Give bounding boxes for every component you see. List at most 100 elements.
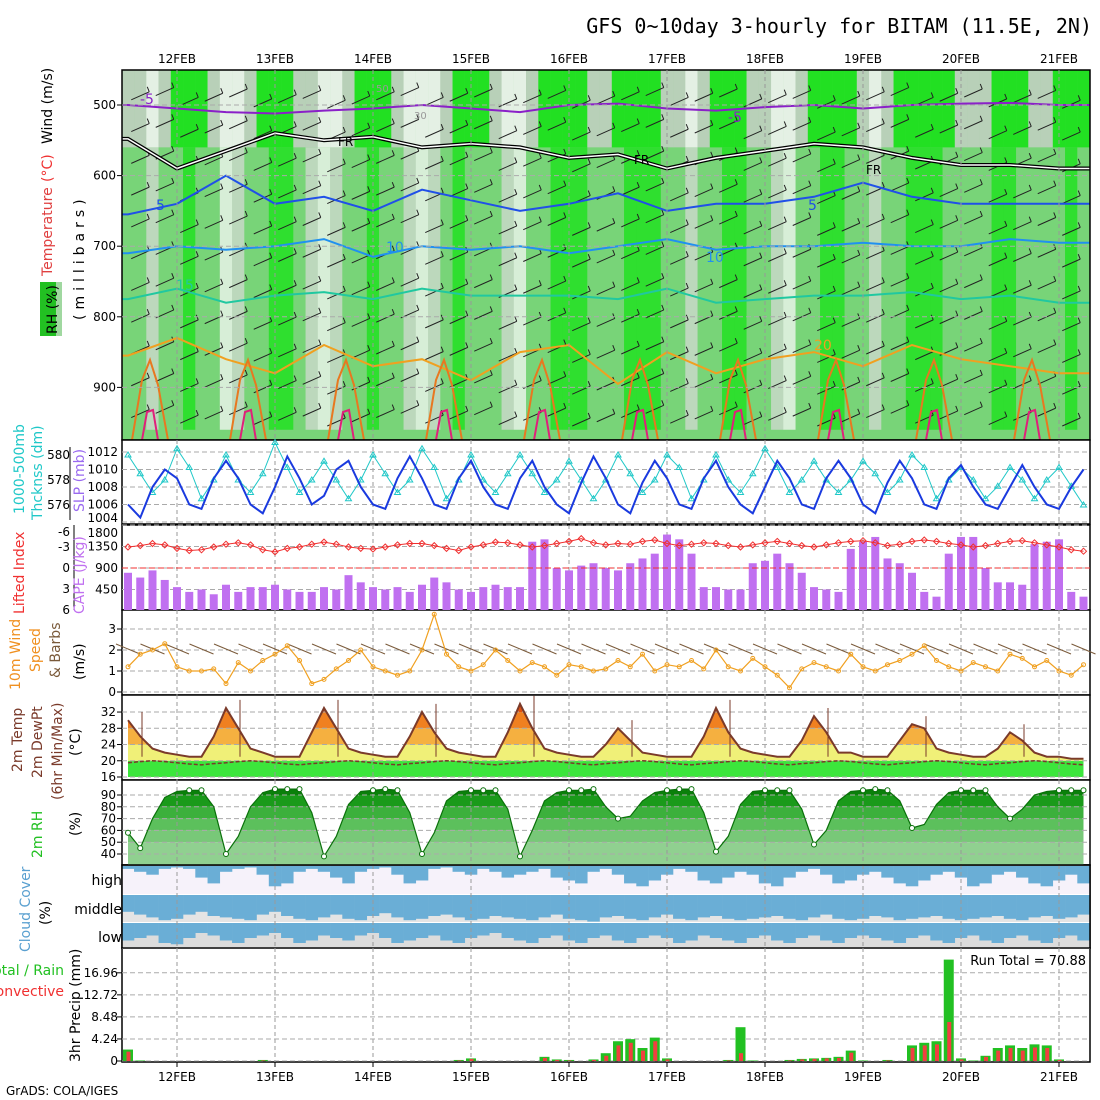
- wind-barb-flag: [832, 253, 836, 260]
- y-tick-label: 1: [108, 664, 116, 678]
- wind-barb-flag: [930, 219, 934, 225]
- cloud-bar: [440, 866, 453, 868]
- wind-barb: [253, 161, 272, 171]
- thickness-marker: [687, 494, 696, 502]
- wind-marker: [248, 668, 253, 674]
- date-label-bottom: 14FEB: [354, 1070, 392, 1084]
- wind-barb-flag: [489, 83, 493, 90]
- li-tick-label: -6: [58, 525, 70, 539]
- wind-barb-flag: [1053, 339, 1057, 345]
- thickness-marker: [993, 482, 1002, 489]
- wind-barb-flag: [636, 309, 640, 315]
- wind-barb-flag: [710, 183, 714, 189]
- li-marker: [969, 543, 977, 551]
- wind-marker: [321, 676, 327, 682]
- thickness-marker: [1079, 501, 1088, 508]
- wind-barb-flag: [318, 116, 322, 123]
- wind-barb-flag: [293, 407, 297, 413]
- wind-barb-flag: [734, 306, 738, 312]
- cape-bar: [748, 563, 757, 610]
- wind-barb: [204, 219, 223, 229]
- wind-barb-flag: [955, 215, 959, 221]
- wind-barb: [596, 381, 615, 391]
- wind-barb-flag: [906, 273, 910, 279]
- wind-barb-flag: [440, 282, 444, 289]
- wind-barb-flag: [367, 90, 371, 97]
- cloud-bar: [893, 895, 907, 921]
- precip-convective-bar: [849, 1052, 854, 1061]
- wind-barb: [572, 417, 591, 427]
- wind-barb-flag: [318, 307, 322, 313]
- wind-barb-flag: [563, 371, 567, 377]
- wind-barb: [376, 218, 395, 228]
- y-tick-label: 28: [101, 721, 116, 735]
- li-marker: [357, 544, 365, 553]
- cape-bar: [577, 565, 586, 610]
- precip-convective-bar: [996, 1050, 1001, 1061]
- rh-upper-column: [158, 70, 171, 148]
- isotherm-30: [337, 408, 355, 440]
- cloud-bar: [930, 895, 943, 916]
- wind-barb: [948, 643, 974, 655]
- wind-barb: [572, 322, 591, 332]
- wind-barb-flag: [734, 274, 738, 280]
- wind-barb-flag: [171, 82, 175, 88]
- wind-barb: [376, 154, 395, 164]
- cape-bar: [601, 568, 610, 610]
- rh-marker: [713, 848, 719, 855]
- wind-barb: [278, 284, 297, 294]
- precip-convective-bar: [665, 1059, 670, 1061]
- cloud-bar: [342, 895, 355, 919]
- rh-marker: [884, 787, 891, 794]
- rh-marker: [762, 787, 768, 794]
- thickness-marker: [381, 469, 390, 477]
- wind-barb: [792, 153, 811, 163]
- thickness-marker: [1018, 476, 1027, 483]
- wind-barb-flag: [759, 284, 763, 290]
- rh-marker: [1068, 787, 1075, 794]
- rh-column: [330, 147, 343, 430]
- wind-barb-flag: [416, 368, 420, 374]
- rh-column: [526, 147, 539, 430]
- wind-barb: [964, 183, 983, 193]
- wind-barb: [204, 410, 223, 420]
- wind-marker: [640, 651, 645, 657]
- dewpoint-line: [127, 760, 1084, 766]
- li-marker: [516, 541, 524, 549]
- rh-column: [991, 147, 1004, 430]
- wind-barb-flag: [906, 304, 910, 311]
- cloud-bar: [1028, 866, 1041, 884]
- precip-total-bar: [135, 1060, 146, 1061]
- wind-barb-flag: [1077, 412, 1081, 419]
- wind-barb: [924, 643, 949, 655]
- cloud-bar: [219, 923, 233, 941]
- precip-convective-bar: [641, 1050, 645, 1061]
- wind-barb-flag: [367, 281, 371, 287]
- isotherm-label: 10: [706, 250, 724, 266]
- rh-column: [550, 147, 563, 430]
- wind-barb-flag: [563, 212, 567, 218]
- cape-bar: [663, 534, 671, 610]
- wind-barb-flag: [906, 368, 910, 374]
- wind-barb-flag: [489, 179, 493, 185]
- wind-barb-flag: [318, 339, 322, 345]
- wind-barb-flag: [293, 121, 297, 127]
- wind-barb: [1013, 316, 1032, 326]
- cloud-bar: [771, 866, 784, 887]
- wind-barb: [253, 130, 272, 140]
- wind-barb: [204, 251, 223, 261]
- date-label-bottom: 18FEB: [746, 1070, 784, 1084]
- cloud-row-middle: middle: [74, 902, 122, 918]
- rh-upper-column: [501, 70, 514, 148]
- wind-barb-flag: [269, 93, 273, 100]
- wind-barb: [939, 188, 958, 198]
- cloud-bar: [232, 923, 245, 943]
- wind-barb: [523, 125, 542, 135]
- cloud-bar: [648, 866, 662, 881]
- wind-barb: [278, 189, 297, 199]
- rh-upper-column: [918, 70, 931, 148]
- wind-barb-flag: [832, 158, 836, 165]
- cape-bar: [736, 589, 745, 610]
- wind-barb: [866, 154, 885, 164]
- cloud-bar: [256, 895, 270, 915]
